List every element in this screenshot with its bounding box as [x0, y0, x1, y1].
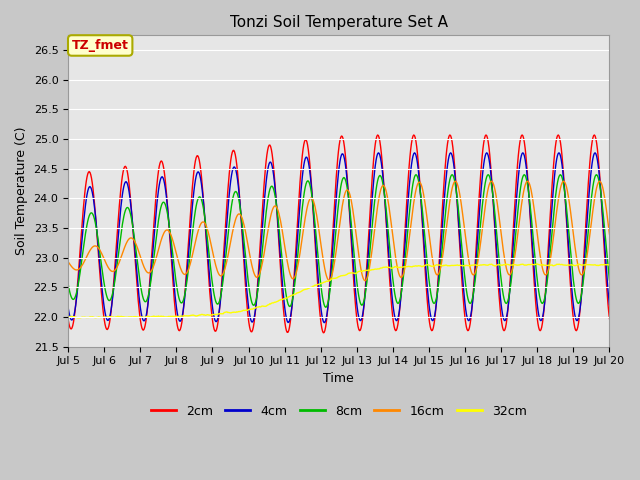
2cm: [319, 330, 327, 336]
32cm: [605, 262, 613, 268]
4cm: [320, 320, 328, 325]
16cm: [130, 237, 138, 242]
16cm: [213, 267, 221, 273]
32cm: [131, 314, 138, 320]
32cm: [186, 313, 193, 319]
8cm: [130, 229, 138, 235]
4cm: [421, 254, 429, 260]
16cm: [64, 259, 72, 264]
Line: 2cm: 2cm: [68, 135, 609, 333]
32cm: [75, 315, 83, 321]
8cm: [213, 301, 221, 307]
8cm: [185, 265, 193, 271]
Line: 16cm: 16cm: [68, 181, 609, 281]
Line: 32cm: 32cm: [68, 264, 609, 318]
X-axis label: Time: Time: [323, 372, 354, 385]
2cm: [74, 276, 82, 282]
2cm: [518, 132, 526, 138]
2cm: [130, 237, 138, 242]
2cm: [64, 316, 72, 322]
Legend: 2cm, 4cm, 8cm, 16cm, 32cm: 2cm, 4cm, 8cm, 16cm, 32cm: [146, 400, 532, 423]
16cm: [185, 266, 193, 272]
32cm: [74, 315, 82, 321]
32cm: [421, 263, 429, 268]
Line: 4cm: 4cm: [68, 153, 609, 323]
16cm: [74, 267, 82, 273]
8cm: [74, 283, 82, 289]
4cm: [64, 305, 72, 311]
32cm: [214, 311, 222, 317]
2cm: [421, 265, 429, 271]
4cm: [130, 232, 138, 238]
8cm: [605, 277, 613, 283]
8cm: [421, 236, 429, 241]
2cm: [605, 316, 613, 322]
16cm: [596, 179, 604, 184]
8cm: [64, 281, 72, 287]
16cm: [605, 231, 613, 237]
Text: TZ_fmet: TZ_fmet: [72, 39, 129, 52]
2cm: [185, 237, 193, 242]
4cm: [185, 250, 193, 256]
4cm: [605, 302, 613, 308]
16cm: [361, 278, 369, 284]
4cm: [405, 184, 413, 190]
4cm: [213, 317, 221, 323]
32cm: [533, 261, 541, 267]
8cm: [448, 172, 456, 178]
32cm: [64, 314, 72, 320]
16cm: [405, 236, 413, 241]
32cm: [405, 264, 413, 269]
4cm: [483, 150, 491, 156]
16cm: [421, 200, 429, 206]
Y-axis label: Soil Temperature (C): Soil Temperature (C): [15, 127, 28, 255]
Line: 8cm: 8cm: [68, 175, 609, 307]
2cm: [405, 163, 413, 168]
Title: Tonzi Soil Temperature Set A: Tonzi Soil Temperature Set A: [230, 15, 448, 30]
4cm: [74, 283, 82, 288]
8cm: [405, 212, 413, 218]
2cm: [213, 324, 221, 330]
8cm: [322, 304, 330, 310]
